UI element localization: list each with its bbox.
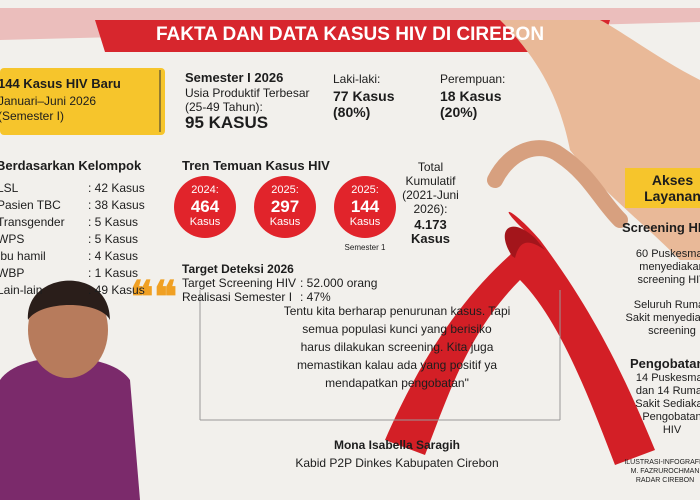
quote-line: memastikan kalau ada yang positif ya (296, 358, 498, 372)
age-label: Usia Produktif Terbesar (185, 86, 310, 100)
gender-percent: (20%) (440, 104, 478, 120)
target-heading: Target Deteksi 2026 (182, 262, 294, 276)
trend-circle (174, 176, 236, 238)
age-range: (25-49 Tahun): (185, 100, 263, 114)
group-value: : 49 Kasus (88, 283, 145, 297)
trend-circle (334, 176, 396, 238)
age-heading: Semester I 2026 (185, 70, 284, 85)
group-value: : 1 Kasus (88, 266, 139, 280)
quote-role: Kabid P2P Dinkes Kabupaten Cirebon (295, 456, 499, 470)
trend-note: Semester 1 (344, 243, 386, 252)
quote-line: semua populasi kunci yang berisiko (302, 322, 492, 336)
group-value: : 5 Kasus (88, 215, 139, 229)
quote: Tentu kita berharap penurunan kasus. Tap… (217, 302, 577, 392)
trend-value: 297 (270, 197, 300, 216)
total-label: Total (417, 160, 444, 174)
groups-heading: Berdasarkan Kelompok (0, 158, 142, 173)
quote-line: mendapatkan pengobatan" (325, 376, 469, 390)
age-value: 95 KASUS (185, 113, 269, 132)
group-name: Pasien TBC (0, 198, 61, 212)
group-name: WBP (0, 266, 25, 280)
services-box (625, 168, 700, 208)
target-label: Target Screening HIV (182, 276, 297, 290)
quote-line: Tentu kita berharap penurunan kasus. Tap… (283, 304, 511, 318)
total-label: (2021-Juni (402, 188, 459, 202)
portrait-body (0, 357, 140, 500)
finger (487, 140, 628, 228)
screening-line: screening HIV (637, 274, 700, 286)
trend-value: 144 (350, 197, 380, 216)
group-name: Transgender (0, 215, 65, 229)
ribbon-fold (504, 226, 545, 258)
group-value: : 5 Kasus (88, 232, 139, 246)
gender-percent: (80%) (333, 104, 371, 120)
group-value: : 42 Kasus (88, 181, 145, 195)
treatment-line: Sakit Sediakan (635, 398, 700, 410)
gender-label: Laki-laki: (333, 72, 381, 86)
screening-line: menyediakan (639, 261, 700, 273)
target-value: : 52.000 orang (300, 276, 378, 290)
quote-mark: ❝❝ (130, 273, 177, 322)
group-value: : 4 Kasus (88, 249, 139, 263)
trend-year: 2025: (271, 184, 299, 196)
total-unit: Kasus (410, 231, 451, 246)
gender-count: 18 Kasus (440, 88, 502, 104)
screening-item: 60 Puskesmasmenyediakanscreening HIV (612, 248, 700, 287)
services-heading-line: Layanan (644, 188, 700, 204)
credit-line: RADAR CIREBON (635, 477, 695, 484)
screening-line: Seluruh Rumah (633, 299, 700, 311)
trend-unit: Kasus (269, 216, 301, 228)
highlight-box (0, 68, 165, 135)
portrait-hair (27, 280, 110, 320)
highlight-headline: 144 Kasus HIV Baru (0, 76, 121, 91)
total-label: 2026): (413, 202, 448, 216)
services-heading-line: Akses (651, 172, 694, 188)
screening-items: 60 Puskesmasmenyediakanscreening HIV Selu… (612, 248, 700, 350)
screening-line: 60 Puskesmas (635, 248, 700, 260)
treatment-line: dan 14 Rumah (635, 385, 700, 397)
trend-unit: Kasus (189, 216, 221, 228)
ribbon (385, 211, 655, 465)
trend-unit: Kasus (349, 216, 381, 228)
trend-year: 2024: (191, 184, 219, 196)
treatment-line: Pengobatan (642, 411, 700, 423)
group-name: WPS (0, 232, 25, 246)
quote-frame (199, 290, 561, 421)
group-name: Ibu hamil (0, 249, 46, 263)
credit-line: M. FAZRUROCHMAN (630, 468, 700, 475)
trend-year: 2025: (351, 184, 379, 196)
credit: ILUSTRASI-INFOGRAFIS M. FAZRUROCHMAN RADAR… (600, 458, 700, 485)
group-name: Lain-lain (0, 283, 43, 297)
trend-value: 464 (190, 197, 220, 216)
gender-label: Perempuan: (440, 72, 506, 86)
treatment-lines: 14 Puskesmasdan 14 RumahSakit SediakanPe… (612, 372, 700, 437)
quote-name: Mona Isabella Saragih (333, 438, 461, 452)
highlight-note: (Semester I) (0, 109, 65, 123)
highlight-period: Januari–Juni 2026 (0, 94, 97, 108)
banner (95, 20, 610, 52)
screening-line: screening (648, 325, 696, 337)
services-heading: Akses Layanan (630, 172, 700, 204)
credit-line: ILUSTRASI-INFOGRAFIS (624, 459, 700, 466)
gender-count: 77 Kasus (333, 88, 395, 104)
treatment-line: HIV (662, 424, 682, 436)
screening-line: Sakit menyediakan (625, 312, 700, 324)
total: Total Kumulatif (2021-Juni 2026): 4.173 Kasus (383, 160, 478, 246)
quote-line: harus dilakukan screening. Kita juga (300, 340, 494, 354)
treatment-title: Pengobatan (630, 356, 700, 371)
target-label: Realisasi Semester I (182, 290, 293, 304)
treatment-line: 14 Puskesmas (635, 372, 700, 384)
total-value: 4.173 (414, 217, 447, 232)
total-label: Kumulatif (405, 174, 456, 188)
group-value: : 38 Kasus (88, 198, 145, 212)
group-name: LSL (0, 181, 19, 195)
target-value: : 47% (300, 290, 331, 304)
trend-heading: Tren Temuan Kasus HIV (182, 158, 330, 173)
screening-title: Screening HIV (622, 220, 700, 235)
title: FAKTA DAN DATA KASUS HIV DI CIREBON (155, 24, 545, 45)
trend-circle (254, 176, 316, 238)
